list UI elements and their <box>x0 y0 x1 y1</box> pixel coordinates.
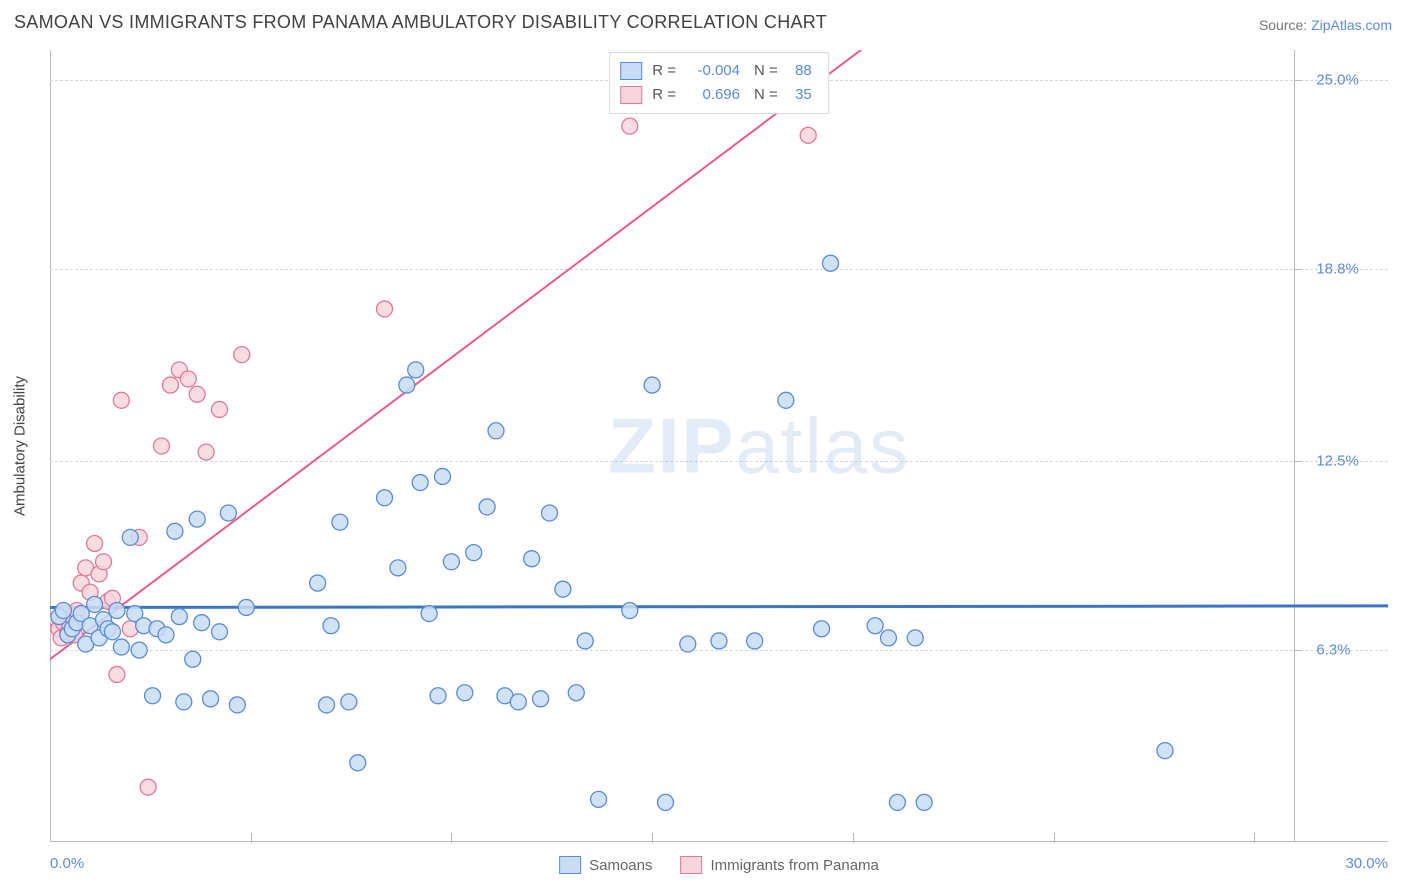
chart-source: Source: ZipAtlas.com <box>1259 17 1392 33</box>
legend-swatch-panama <box>620 86 642 104</box>
grid-line <box>50 650 1388 651</box>
legend-row-samoans: R = -0.004 N = 88 <box>620 59 812 83</box>
legend-swatch-panama <box>680 856 702 874</box>
x-tick <box>652 833 653 843</box>
legend-row-panama: R = 0.696 N = 35 <box>620 83 812 107</box>
chart-title: SAMOAN VS IMMIGRANTS FROM PANAMA AMBULAT… <box>14 12 827 33</box>
watermark: ZIPatlas <box>608 401 910 492</box>
y-tick <box>1294 461 1302 462</box>
legend-label-panama: Immigrants from Panama <box>710 857 878 874</box>
n-value-panama: 35 <box>788 83 812 107</box>
legend-swatch-samoans <box>620 62 642 80</box>
x-tick <box>1054 833 1055 843</box>
y-axis-line <box>50 50 51 842</box>
series-legend: Samoans Immigrants from Panama <box>559 856 879 874</box>
x-axis-min-label: 0.0% <box>50 855 84 872</box>
grid-line <box>50 269 1388 270</box>
legend-item-panama: Immigrants from Panama <box>680 856 878 874</box>
source-prefix: Source: <box>1259 17 1311 33</box>
y-tick-label: 25.0% <box>1306 72 1359 89</box>
y-axis-label: Ambulatory Disability <box>12 376 29 516</box>
legend-item-samoans: Samoans <box>559 856 652 874</box>
right-axis-line <box>1294 50 1295 842</box>
y-tick <box>1294 269 1302 270</box>
y-tick-label: 12.5% <box>1306 453 1359 470</box>
r-value-panama: 0.696 <box>686 83 740 107</box>
y-tick-label: 18.8% <box>1306 261 1359 278</box>
x-axis-max-label: 30.0% <box>1345 855 1388 872</box>
chart-area: Ambulatory Disability ZIPatlas 0.0% 30.0… <box>50 50 1388 842</box>
n-value-samoans: 88 <box>788 59 812 83</box>
legend-label-samoans: Samoans <box>589 857 652 874</box>
x-tick <box>451 833 452 843</box>
chart-header: SAMOAN VS IMMIGRANTS FROM PANAMA AMBULAT… <box>14 12 1392 33</box>
n-label: N = <box>754 59 778 83</box>
x-tick <box>251 833 252 843</box>
plot-svg <box>50 50 1388 842</box>
r-label: R = <box>652 83 676 107</box>
correlation-legend: R = -0.004 N = 88 R = 0.696 N = 35 <box>609 52 829 114</box>
x-tick <box>853 833 854 843</box>
n-label: N = <box>754 83 778 107</box>
r-label: R = <box>652 59 676 83</box>
grid-line <box>50 461 1388 462</box>
y-tick-label: 6.3% <box>1306 642 1350 659</box>
legend-swatch-samoans <box>559 856 581 874</box>
x-tick <box>1254 833 1255 843</box>
y-tick <box>1294 80 1302 81</box>
y-tick <box>1294 650 1302 651</box>
plot-area: ZIPatlas 0.0% 30.0% R = -0.004 N = 88 R … <box>50 50 1388 842</box>
r-value-samoans: -0.004 <box>686 59 740 83</box>
source-link[interactable]: ZipAtlas.com <box>1311 17 1392 33</box>
